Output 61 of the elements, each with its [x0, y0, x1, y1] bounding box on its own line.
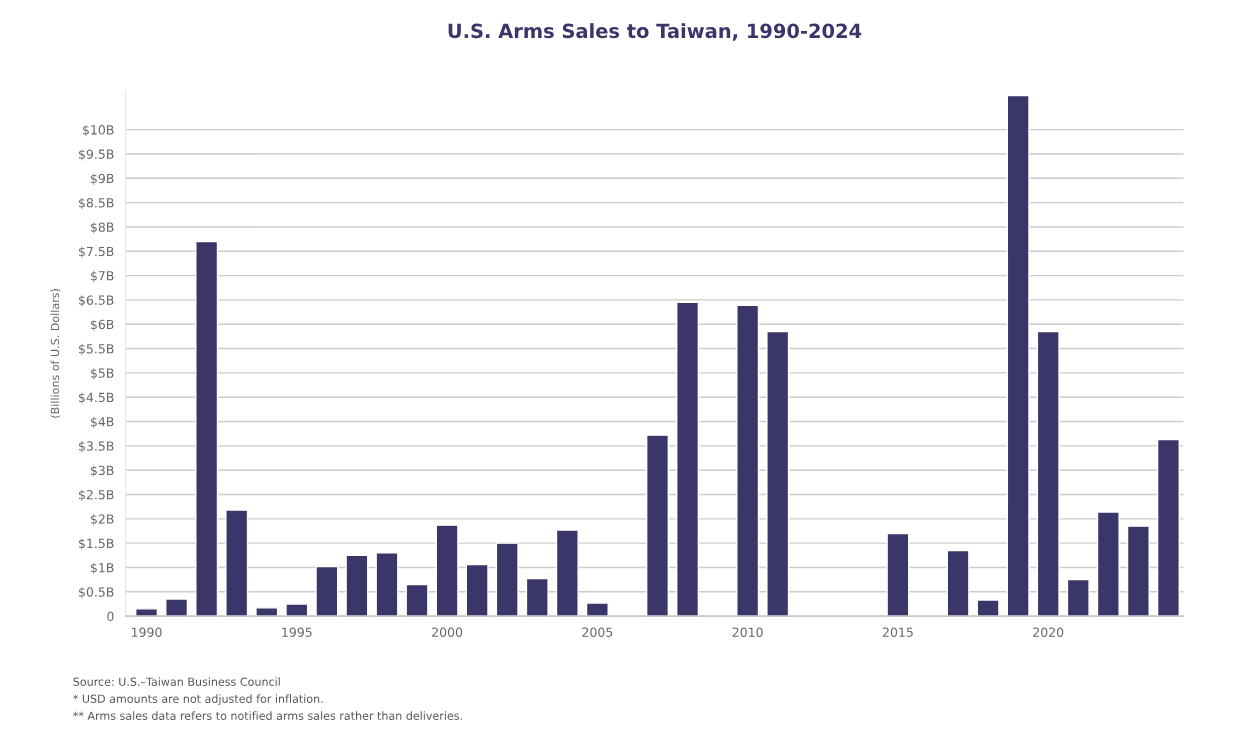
- y-tick-label: $1.5B: [79, 538, 114, 550]
- text: ** Arms sales data refers to notified arms sales rather than deliveries.: [73, 711, 462, 720]
- y-tick-label: $6.5B: [79, 295, 114, 307]
- source-note: Source: U.S.–Taiwan Business Council: [73, 677, 280, 686]
- y-tick-label: $6B: [90, 319, 114, 331]
- y-tick-label: 0: [107, 611, 114, 622]
- bar: [255, 607, 279, 617]
- y-tick-label: $5.5B: [79, 343, 114, 356]
- y-tick-label: $2B: [90, 514, 114, 526]
- y-tick-label: $10B: [82, 124, 114, 137]
- y-tick-label: $2.5B: [79, 489, 114, 502]
- y-tick-label: $4B: [90, 416, 114, 429]
- x-tick-label: 2005: [582, 627, 613, 637]
- bar: [315, 565, 339, 617]
- bar: [585, 602, 609, 617]
- y-tick-label: $9B: [90, 173, 114, 185]
- bar: [1156, 438, 1180, 617]
- bar: [495, 542, 519, 617]
- bar: [555, 529, 579, 617]
- y-tick-label: $7.5B: [79, 246, 114, 258]
- y-tick-label: $8.5B: [79, 197, 114, 210]
- y-axis-title: (Billions of U.S. Dollars): [50, 289, 61, 418]
- y-tick-label: $1B: [90, 562, 114, 575]
- x-tick-label: 1990: [132, 627, 162, 637]
- bar: [1096, 511, 1120, 617]
- x-tick-label: 2015: [882, 627, 913, 637]
- bar: [676, 301, 700, 617]
- bar: [435, 524, 459, 617]
- bar: [405, 583, 429, 617]
- y-tick-label: $9.5B: [79, 149, 114, 161]
- bar: [375, 552, 399, 617]
- bar: [225, 509, 249, 617]
- bar: [525, 577, 549, 617]
- bar: [165, 598, 189, 617]
- bar: [285, 603, 309, 617]
- bar: [195, 240, 219, 617]
- bar: [345, 554, 369, 617]
- y-tick-label: $8B: [90, 222, 114, 234]
- chart-title: U.S. Arms Sales to Taiwan, 1990-2024: [448, 23, 862, 41]
- bar: [1036, 330, 1060, 617]
- y-tick-label: $3.5B: [79, 441, 114, 453]
- y-tick-label: $7B: [90, 270, 114, 283]
- bar: [465, 563, 489, 617]
- bar: [645, 434, 670, 617]
- x-tick-label: 1995: [282, 627, 312, 637]
- bar: [736, 304, 760, 617]
- y-tick-label: $0.5B: [79, 587, 114, 599]
- y-tick-label: $5B: [90, 368, 114, 380]
- y-tick-label: $4.5B: [79, 392, 114, 404]
- x-tick-label: 2010: [732, 627, 763, 637]
- bar: [946, 549, 970, 617]
- text: * USD amounts are not adjusted for inflation.: [73, 694, 323, 706]
- x-tick-label: 2000: [432, 627, 463, 637]
- bar: [976, 599, 1000, 617]
- bar: [1126, 525, 1150, 617]
- bar: [1006, 94, 1030, 617]
- x-tick-label: 2020: [1033, 627, 1064, 637]
- bar: [766, 330, 790, 617]
- bar: [1066, 578, 1090, 617]
- bar: [886, 532, 910, 617]
- y-tick-label: $3B: [90, 465, 114, 477]
